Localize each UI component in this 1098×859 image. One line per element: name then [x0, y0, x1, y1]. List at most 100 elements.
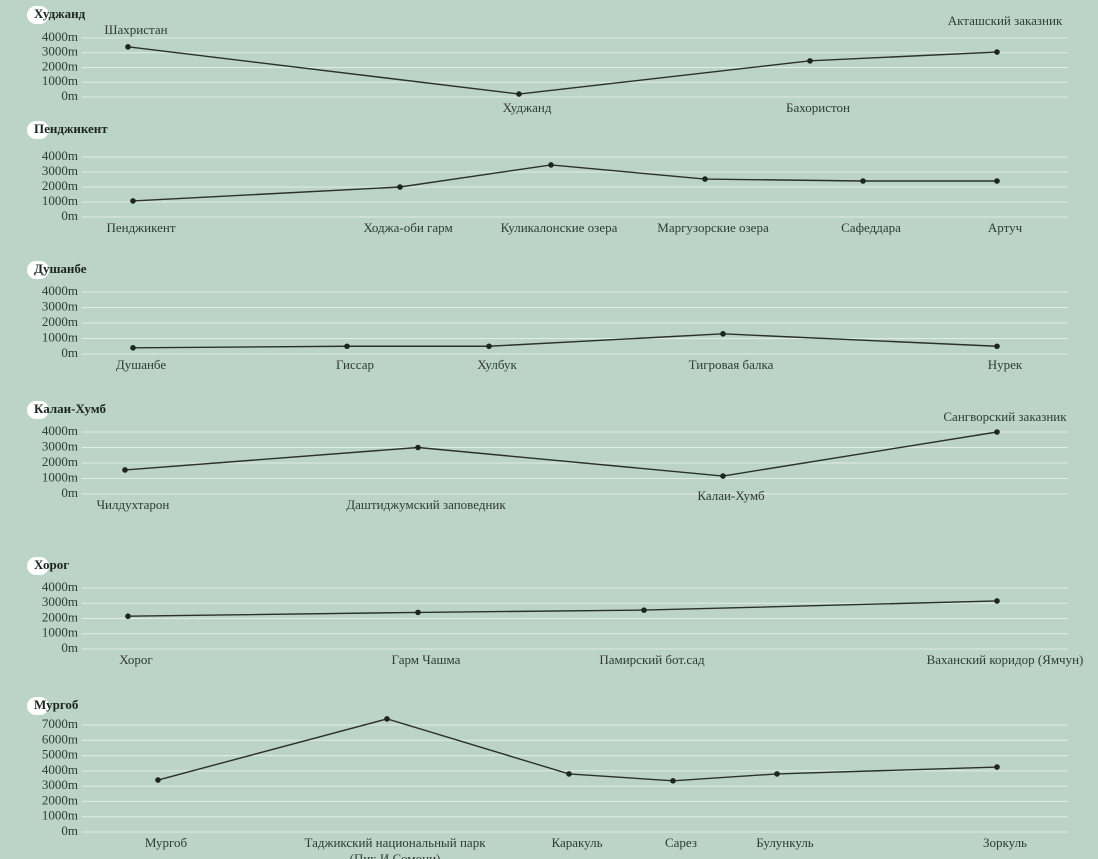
y-tick-label: 7000m: [42, 716, 78, 731]
title-badge: [27, 557, 49, 575]
elevation-point: [994, 178, 1000, 184]
place-label: Шахристан: [104, 22, 167, 37]
elevation-point: [670, 777, 676, 784]
place-label: Пенджикент: [106, 220, 175, 235]
place-label: Маргузорские озера: [657, 220, 769, 235]
place-label: Мургоб: [145, 835, 188, 850]
chart-title: Худжанд: [34, 6, 86, 21]
y-tick-label: 3000m: [42, 44, 78, 59]
place-label: Булункуль: [756, 835, 814, 850]
title-badge: [27, 6, 49, 24]
place-label: Акташский заказник: [948, 13, 1063, 28]
y-tick-label: 3000m: [42, 438, 78, 453]
place-label: Ваханский коридор (Ямчун): [927, 652, 1084, 667]
elevation-point: [516, 91, 522, 97]
elevation-point: [397, 184, 403, 190]
elevation-point: [486, 343, 492, 350]
elevation-point: [566, 771, 572, 777]
elevation-line: [132, 333, 998, 349]
y-tick-label: 2000m: [42, 609, 78, 624]
place-label: Чилдухтарон: [97, 497, 170, 512]
chart-title: Душанбе: [34, 261, 87, 276]
chart-title: Хорог: [34, 557, 69, 572]
place-label: Даштиджумский заповедник: [346, 497, 506, 512]
elevation-point: [130, 345, 136, 351]
y-tick-label: 4000m: [42, 762, 78, 777]
elevation-point: [860, 178, 866, 184]
place-label: Тигровая балка: [689, 357, 774, 372]
elevation-line: [127, 46, 998, 95]
y-tick-label: 0m: [61, 823, 78, 838]
elevation-point: [125, 44, 131, 50]
y-tick-label: 4000m: [42, 29, 78, 44]
y-tick-label: 4000m: [42, 148, 78, 163]
elevation-line: [127, 600, 998, 617]
chart-title: Калаи-Хумб: [34, 401, 107, 416]
place-label: Памирский бот.сад: [599, 652, 705, 667]
y-tick-label: 3000m: [42, 298, 78, 313]
title-badge: [27, 401, 49, 419]
elevation-point: [384, 716, 390, 722]
place-label: Нурек: [988, 357, 1023, 372]
place-label: Таджикский национальный парк (Пик И.Сомон…: [304, 835, 486, 859]
y-tick-label: 2000m: [42, 792, 78, 807]
y-tick-label: 1000m: [42, 73, 78, 88]
title-badge: [27, 121, 49, 139]
y-tick-label: 0m: [61, 640, 78, 655]
chart-title: Пенджикент: [34, 121, 108, 136]
y-tick-label: 3000m: [42, 777, 78, 792]
place-label: Зоркуль: [983, 835, 1027, 850]
place-label: Куликалонские озера: [501, 220, 618, 235]
elevation-point: [548, 162, 554, 168]
chart-title: Мургоб: [34, 697, 79, 712]
y-tick-label: 4000m: [42, 423, 78, 438]
y-tick-label: 3000m: [42, 594, 78, 609]
elevation-point: [122, 467, 128, 473]
place-label: Артуч: [988, 220, 1023, 235]
place-label: Худжанд: [503, 100, 552, 115]
title-badge: [27, 261, 49, 279]
elevation-point: [720, 473, 726, 479]
elevation-point: [994, 598, 1000, 604]
elevation-point: [155, 777, 161, 783]
y-tick-label: 1000m: [42, 329, 78, 344]
elevation-point: [344, 343, 350, 350]
y-tick-label: 0m: [61, 88, 78, 103]
place-label: Калаи-Хумб: [697, 488, 765, 503]
y-tick-label: 4000m: [42, 579, 78, 594]
place-label: Бахористон: [786, 100, 850, 115]
elevation-point: [994, 429, 1000, 435]
y-tick-label: 6000m: [42, 731, 78, 746]
y-tick-label: 1000m: [42, 808, 78, 823]
elevation-point: [774, 771, 780, 777]
place-label: Ходжа-оби гарм: [363, 220, 452, 235]
y-tick-label: 2000m: [42, 58, 78, 73]
place-label: Гиссар: [336, 357, 374, 372]
elevation-line: [124, 431, 998, 477]
elevation-point: [807, 58, 813, 64]
y-tick-label: 1000m: [42, 625, 78, 640]
place-label: Сангворский заказник: [943, 409, 1067, 424]
y-tick-label: 5000m: [42, 747, 78, 762]
y-tick-label: 0m: [61, 208, 78, 223]
elevation-point: [415, 444, 421, 451]
title-badge: [27, 697, 49, 715]
elevation-line: [132, 164, 997, 202]
place-label: Хулбук: [477, 357, 517, 372]
elevation-point: [702, 176, 708, 182]
y-tick-label: 0m: [61, 345, 78, 360]
elevation-point: [994, 764, 1000, 770]
elevation-line: [157, 718, 998, 782]
y-tick-label: 3000m: [42, 163, 78, 178]
elevation-point: [994, 49, 1000, 55]
elevation-point: [994, 343, 1000, 350]
place-label: Душанбе: [116, 357, 167, 372]
place-label: Сафеддара: [841, 220, 901, 235]
place-label: Сарез: [665, 835, 697, 850]
y-tick-label: 2000m: [42, 314, 78, 329]
place-label: Хорог: [119, 652, 152, 667]
y-tick-label: 2000m: [42, 178, 78, 193]
elevation-point: [130, 198, 136, 204]
elevation-point: [720, 331, 726, 337]
